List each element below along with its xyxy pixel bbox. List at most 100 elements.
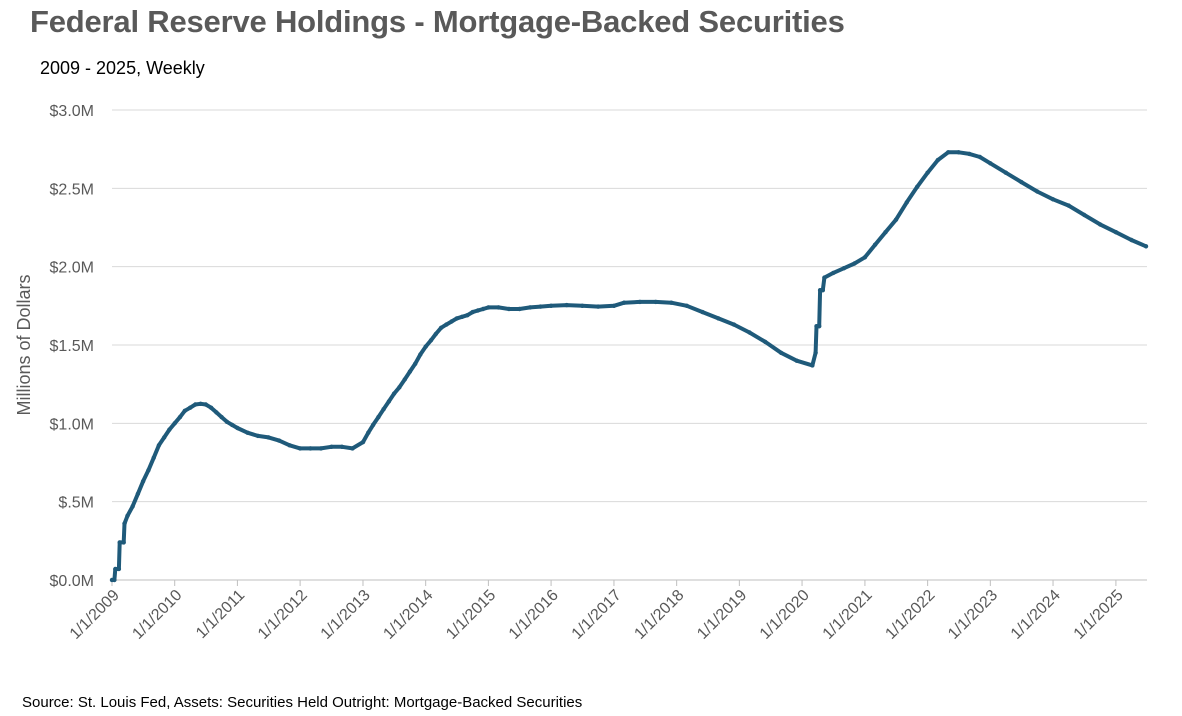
data-point bbox=[810, 363, 815, 368]
data-point bbox=[700, 309, 705, 315]
data-point bbox=[1050, 197, 1056, 202]
data-point bbox=[329, 444, 334, 449]
data-point bbox=[813, 350, 818, 355]
data-point bbox=[167, 427, 172, 432]
data-point bbox=[423, 344, 428, 349]
data-point bbox=[956, 150, 961, 155]
data-point bbox=[151, 455, 156, 460]
data-point bbox=[121, 540, 126, 545]
data-point bbox=[381, 407, 386, 412]
data-point bbox=[402, 377, 407, 382]
x-tick-label: 1/1/2012 bbox=[255, 587, 311, 643]
x-tick-label: 1/1/2025 bbox=[1071, 587, 1127, 643]
data-point bbox=[255, 433, 261, 439]
data-point bbox=[915, 184, 920, 189]
chart-title: Federal Reserve Holdings - Mortgage-Back… bbox=[30, 4, 845, 39]
data-point bbox=[182, 408, 187, 413]
data-point bbox=[470, 309, 475, 315]
data-point bbox=[1113, 230, 1119, 235]
data-point bbox=[904, 200, 909, 205]
data-point bbox=[438, 325, 444, 330]
data-point bbox=[988, 161, 993, 166]
data-point bbox=[817, 324, 822, 329]
data-point bbox=[366, 430, 371, 435]
data-point bbox=[397, 385, 402, 390]
data-point bbox=[113, 566, 118, 572]
data-point bbox=[527, 305, 533, 310]
data-point bbox=[112, 577, 117, 583]
data-point bbox=[822, 275, 827, 280]
x-tick-label: 1/1/2018 bbox=[631, 587, 687, 643]
data-point bbox=[852, 261, 857, 266]
data-point bbox=[198, 401, 203, 406]
data-point bbox=[229, 422, 235, 428]
data-point bbox=[925, 170, 930, 175]
data-point bbox=[893, 217, 899, 222]
x-tick-label: 1/1/2009 bbox=[67, 587, 123, 643]
x-tick-label: 1/1/2024 bbox=[1008, 587, 1064, 643]
data-point bbox=[162, 435, 167, 440]
chart-subtitle: 2009 - 2025, Weekly bbox=[40, 58, 205, 78]
data-point bbox=[872, 242, 878, 247]
data-point bbox=[156, 443, 162, 448]
data-point bbox=[1082, 212, 1087, 218]
x-tick-label: 1/1/2014 bbox=[380, 587, 436, 643]
data-point bbox=[116, 566, 122, 572]
data-point bbox=[935, 157, 940, 163]
y-tick-label: $3.0M bbox=[50, 103, 94, 120]
data-point bbox=[428, 338, 434, 343]
data-point bbox=[669, 300, 674, 305]
data-point bbox=[135, 491, 141, 496]
y-axis-ticks: $0.0M $.5M $1.0M $1.5M $2.0M $2.5M $3.0M bbox=[50, 103, 94, 590]
chart-canvas: $0.0M $.5M $1.0M $1.5M $2.0M $2.5M $3.0M 1/1/2… bbox=[14, 103, 1149, 643]
x-tick-label: 1/1/2016 bbox=[506, 587, 562, 643]
x-tick-label: 1/1/2010 bbox=[129, 587, 185, 643]
series-line bbox=[110, 150, 1148, 582]
data-point bbox=[339, 444, 345, 449]
data-point bbox=[621, 300, 627, 305]
data-point bbox=[224, 419, 230, 424]
data-point bbox=[444, 322, 449, 327]
data-point bbox=[1003, 170, 1008, 175]
data-point bbox=[820, 288, 825, 293]
data-point bbox=[564, 302, 569, 308]
data-point bbox=[611, 303, 617, 308]
data-point bbox=[266, 435, 271, 440]
data-point bbox=[763, 339, 768, 345]
data-point bbox=[188, 405, 193, 410]
y-axis-label: Millions of Dollars bbox=[14, 274, 34, 415]
data-point bbox=[219, 414, 224, 420]
data-point bbox=[418, 352, 423, 357]
data-point bbox=[1035, 189, 1040, 194]
data-point bbox=[517, 306, 522, 312]
data-point bbox=[146, 468, 151, 473]
data-point bbox=[276, 438, 282, 443]
data-point bbox=[386, 399, 392, 404]
data-point bbox=[548, 303, 554, 308]
y-tick-label: $0.0M bbox=[50, 573, 94, 590]
data-point bbox=[407, 369, 413, 374]
data-point bbox=[287, 443, 292, 448]
data-point bbox=[862, 255, 868, 260]
data-point bbox=[480, 306, 486, 312]
data-point bbox=[841, 266, 847, 271]
x-tick-label: 1/1/2020 bbox=[757, 587, 813, 643]
data-point bbox=[731, 322, 737, 327]
data-point bbox=[465, 313, 470, 318]
y-tick-label: $2.5M bbox=[50, 181, 94, 198]
data-point bbox=[637, 299, 643, 305]
data-point bbox=[122, 521, 127, 526]
data-point bbox=[1066, 203, 1071, 208]
y-tick-label: $.5M bbox=[58, 495, 94, 512]
data-point bbox=[391, 391, 397, 396]
data-point bbox=[193, 402, 198, 407]
data-point bbox=[967, 151, 972, 157]
data-point bbox=[117, 540, 122, 545]
data-point bbox=[203, 402, 208, 407]
data-point bbox=[208, 405, 214, 410]
data-point bbox=[1129, 237, 1134, 243]
grid-lines bbox=[112, 109, 1147, 581]
data-point bbox=[1019, 179, 1024, 185]
data-point bbox=[350, 446, 355, 451]
data-point bbox=[297, 446, 303, 451]
